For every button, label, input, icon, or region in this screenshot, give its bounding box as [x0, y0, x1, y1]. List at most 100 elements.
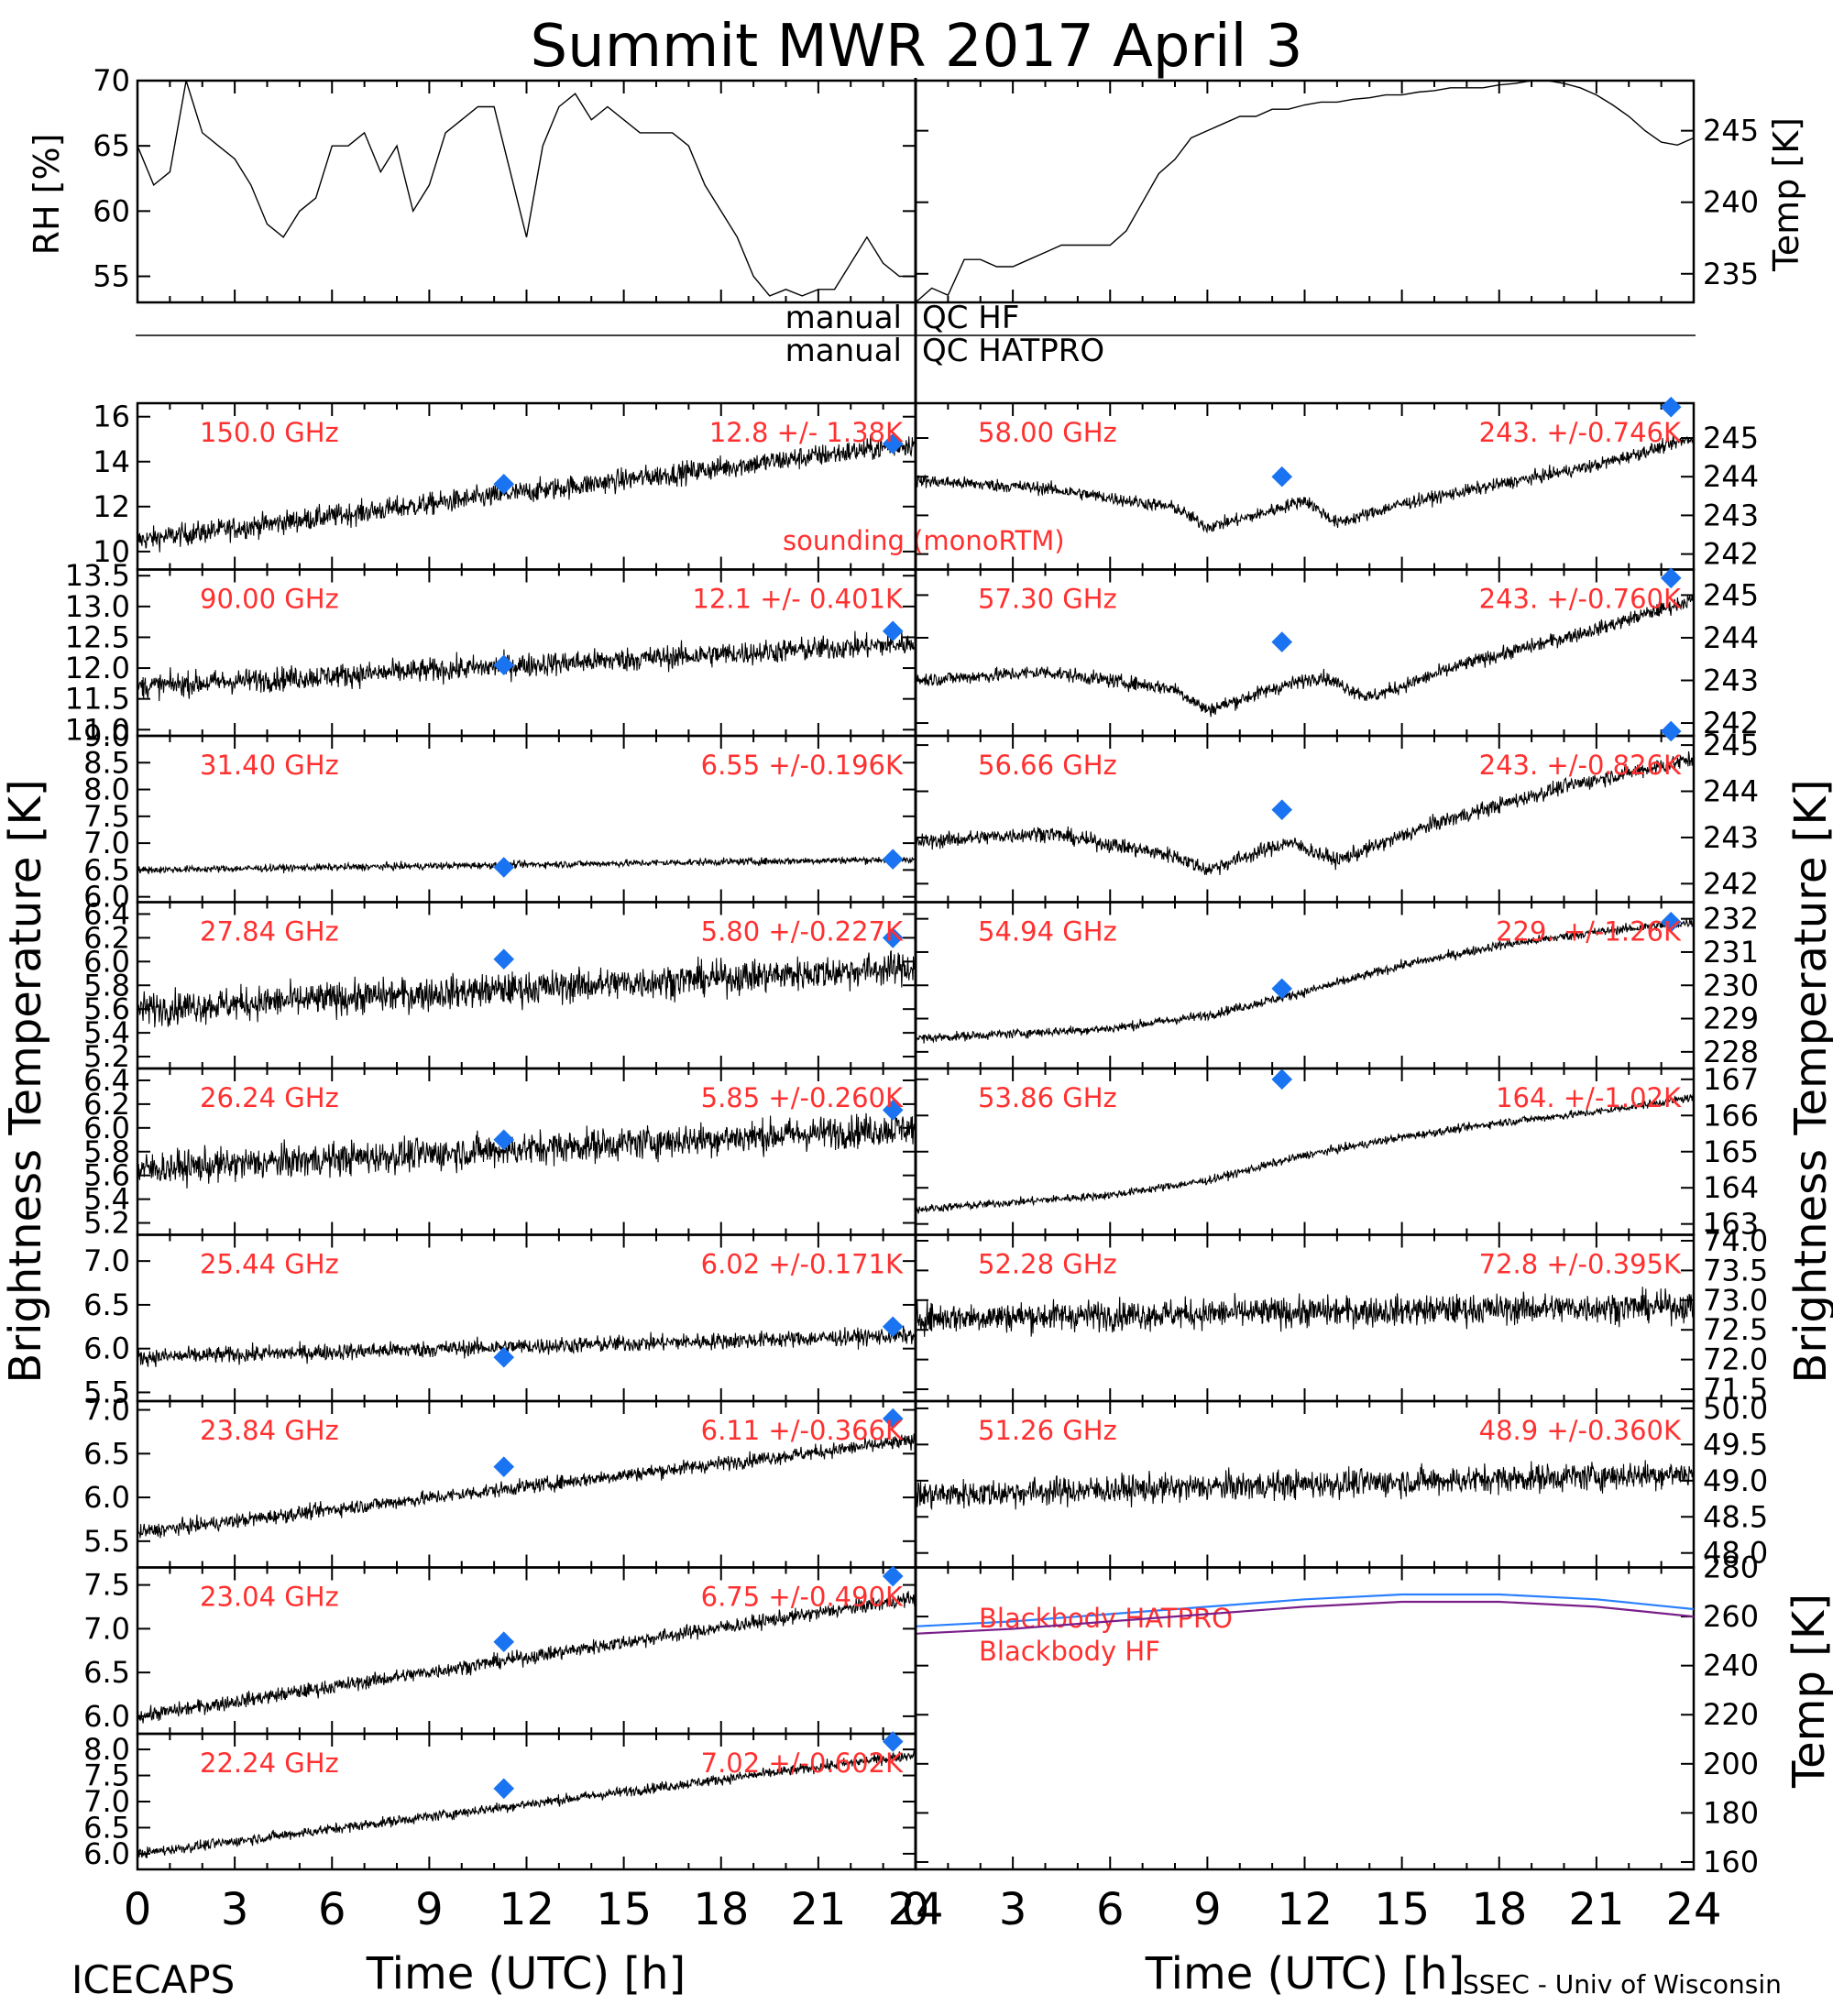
k2784-ytick-label: 6.4: [83, 896, 130, 931]
x-tick-label: 18: [1471, 1884, 1527, 1935]
v5126-series-line: [915, 1460, 1695, 1511]
k2544-ytick-label: 7.0: [83, 1244, 130, 1278]
v5494-sounding-point: [1660, 911, 1682, 933]
x-tick-label: 9: [1193, 1884, 1222, 1935]
v5386-ytick-label: 166: [1703, 1098, 1759, 1133]
k2384-sounding-point: [882, 1408, 904, 1430]
hf90-sounding-point: [493, 654, 515, 676]
k2384-ytick-label: 6.0: [83, 1480, 130, 1515]
bb-series-1-label: Blackbody HF: [979, 1636, 1160, 1667]
k2544-sounding-point: [882, 1316, 904, 1338]
v5730-stats-label: 243. +/-0.760K: [1479, 584, 1682, 615]
k2784-ytick-label: 5.8: [83, 968, 130, 1003]
v5800-ytick-label: 245: [1703, 421, 1759, 455]
k2224-ytick-label: 7.5: [83, 1759, 130, 1793]
v5228-stats-label: 72.8 +/-0.395K: [1479, 1249, 1682, 1280]
rh-ytick-label: 70: [93, 63, 130, 98]
k2304-series-line: [137, 1591, 916, 1725]
k2224-sounding-point: [493, 1778, 515, 1800]
v5126-ytick-label: 49.5: [1703, 1427, 1768, 1462]
k2624-ytick-label: 5.6: [83, 1158, 130, 1193]
v5494-channel-label: 54.94 GHz: [978, 916, 1117, 948]
k2384-ytick-label: 6.5: [83, 1436, 130, 1471]
k2304-ytick-label: 7.0: [83, 1611, 130, 1646]
k2224-ytick-label: 8.0: [83, 1732, 130, 1767]
qc-hf-label: QC HF: [922, 300, 1019, 336]
v5228-ytick-label: 72.5: [1703, 1312, 1768, 1347]
k31-ytick-label: 9.0: [83, 718, 130, 753]
k2304-stats-label: 6.75 +/-0.490K: [701, 1582, 904, 1613]
hf150-stats-label: 12.8 +/- 1.38K: [709, 417, 904, 448]
v5494-ytick-label: 230: [1703, 968, 1759, 1003]
v5494-ytick-label: 229: [1703, 1002, 1759, 1036]
k31-series-line: [137, 855, 916, 875]
v5386-ytick-label: 167: [1703, 1062, 1759, 1097]
k2304-ytick-label: 7.5: [83, 1568, 130, 1603]
k2624-sounding-point: [882, 1100, 904, 1121]
v5228-channel-label: 52.28 GHz: [978, 1249, 1117, 1280]
k2224-ytick-label: 6.5: [83, 1810, 130, 1845]
v5800-ytick-label: 244: [1703, 459, 1759, 494]
k2384-sounding-point: [493, 1456, 515, 1477]
k31-channel-label: 31.40 GHz: [200, 750, 339, 781]
x-tick-label: 9: [415, 1884, 444, 1935]
temp-ytick-label: 245: [1703, 114, 1759, 148]
k31-ytick-label: 7.0: [83, 826, 130, 860]
v5730-ytick-label: 243: [1703, 663, 1759, 698]
bb-ytick-label: 260: [1703, 1599, 1759, 1634]
v5800-sounding-point: [1660, 396, 1682, 418]
bb-ytick-label: 200: [1703, 1747, 1759, 1781]
v5730-channel-label: 57.30 GHz: [978, 584, 1117, 615]
bb-series-0-line: [915, 1593, 1695, 1627]
x-tick-label: 12: [499, 1884, 554, 1935]
k2784-ytick-label: 5.4: [83, 1015, 130, 1050]
k2544-series-line: [137, 1325, 916, 1367]
k31-ytick-label: 8.5: [83, 745, 130, 780]
v5666-channel-label: 56.66 GHz: [978, 750, 1117, 781]
k2224-ytick-label: 7.0: [83, 1784, 130, 1819]
hf150-ytick-label: 10: [93, 534, 130, 569]
v5386-ytick-label: 165: [1703, 1134, 1759, 1169]
v5386-series-line: [915, 1092, 1695, 1214]
bb-ytick-label: 240: [1703, 1649, 1759, 1683]
v5730-sounding-point: [1271, 631, 1293, 652]
v5494-series-line: [915, 918, 1695, 1044]
x-tick-label: 3: [221, 1884, 249, 1935]
v5730-sounding-point: [1660, 567, 1682, 589]
v5494-ytick-label: 228: [1703, 1035, 1759, 1069]
k2624-sounding-point: [493, 1129, 515, 1151]
v5494-ytick-label: 232: [1703, 902, 1759, 937]
k31-ytick-label: 8.0: [83, 772, 130, 807]
k2544-channel-label: 25.44 GHz: [200, 1249, 339, 1280]
rh-ytick-label: 55: [93, 259, 130, 294]
v5800-ytick-label: 242: [1703, 537, 1759, 572]
temp-axis-label: Temp [K]: [1766, 117, 1806, 272]
hf150-ytick-label: 12: [93, 489, 130, 524]
v5386-ytick-label: 163: [1703, 1207, 1759, 1242]
k2384-stats-label: 6.11 +/-0.366K: [701, 1415, 904, 1446]
rh-series-line: [137, 80, 916, 297]
x-tick-label: 0: [124, 1884, 152, 1935]
k2784-series-line: [137, 950, 916, 1028]
k2304-ytick-label: 6.5: [83, 1655, 130, 1690]
v5666-ytick-label: 243: [1703, 820, 1759, 855]
v5126-ytick-label: 49.0: [1703, 1463, 1768, 1498]
k2224-sounding-point: [882, 1731, 904, 1752]
k31-ytick-label: 6.5: [83, 852, 130, 887]
x-tick-label: 15: [596, 1884, 652, 1935]
v5126-channel-label: 51.26 GHz: [978, 1415, 1117, 1446]
k2624-ytick-label: 5.8: [83, 1134, 130, 1169]
k2544-ytick-label: 5.5: [83, 1375, 130, 1409]
k2624-series-line: [137, 1112, 916, 1189]
v5228-ytick-label: 74.0: [1703, 1223, 1768, 1258]
x-tick-label: 6: [1096, 1884, 1125, 1935]
k31-ytick-label: 7.5: [83, 799, 130, 834]
v5228-ytick-label: 73.0: [1703, 1283, 1768, 1318]
v5666-stats-label: 243. +/-0.826K: [1479, 750, 1682, 781]
v5228-ytick-label: 72.0: [1703, 1342, 1768, 1377]
k2624-ytick-label: 6.2: [83, 1087, 130, 1122]
v5800-series-line: [915, 433, 1695, 534]
v5730-ytick-label: 244: [1703, 620, 1759, 655]
x-tick-label: 6: [318, 1884, 346, 1935]
k2544-ytick-label: 6.0: [83, 1331, 130, 1366]
